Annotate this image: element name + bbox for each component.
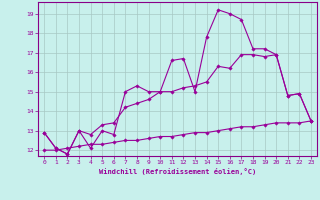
X-axis label: Windchill (Refroidissement éolien,°C): Windchill (Refroidissement éolien,°C) [99,168,256,175]
